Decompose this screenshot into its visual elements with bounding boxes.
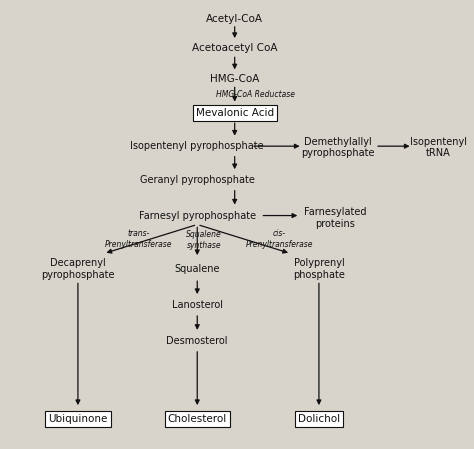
Text: trans-
Prenyltransferase: trans- Prenyltransferase xyxy=(105,229,173,249)
Text: Squalene: Squalene xyxy=(174,264,220,274)
Text: Squalene
synthase: Squalene synthase xyxy=(186,230,222,250)
Text: Isopentenyl pyrophosphate: Isopentenyl pyrophosphate xyxy=(130,141,264,151)
Text: Mevalonic Acid: Mevalonic Acid xyxy=(196,108,274,118)
Text: Acetoacetyl CoA: Acetoacetyl CoA xyxy=(192,43,277,53)
Text: Geranyl pyrophosphate: Geranyl pyrophosphate xyxy=(140,175,255,185)
Text: Farnesylated
proteins: Farnesylated proteins xyxy=(304,207,366,229)
Text: Farnesyl pyrophosphate: Farnesyl pyrophosphate xyxy=(139,211,256,220)
Text: Acetyl-CoA: Acetyl-CoA xyxy=(206,13,263,24)
Text: Desmosterol: Desmosterol xyxy=(166,336,228,346)
Text: Cholesterol: Cholesterol xyxy=(168,414,227,424)
Text: Polyprenyl
phosphate: Polyprenyl phosphate xyxy=(293,259,345,280)
Text: Decaprenyl
pyrophosphate: Decaprenyl pyrophosphate xyxy=(41,259,115,280)
Text: Ubiquinone: Ubiquinone xyxy=(48,414,108,424)
Text: cis-
Prenyltransferase: cis- Prenyltransferase xyxy=(246,229,313,249)
Text: Dolichol: Dolichol xyxy=(298,414,340,424)
Text: Demethylallyl
pyrophosphate: Demethylallyl pyrophosphate xyxy=(301,136,374,158)
Text: HMG-CoA Reductase: HMG-CoA Reductase xyxy=(216,90,295,99)
Text: Isopentenyl
tRNA: Isopentenyl tRNA xyxy=(410,136,467,158)
Text: HMG-CoA: HMG-CoA xyxy=(210,74,259,84)
Text: Lanosterol: Lanosterol xyxy=(172,300,223,310)
